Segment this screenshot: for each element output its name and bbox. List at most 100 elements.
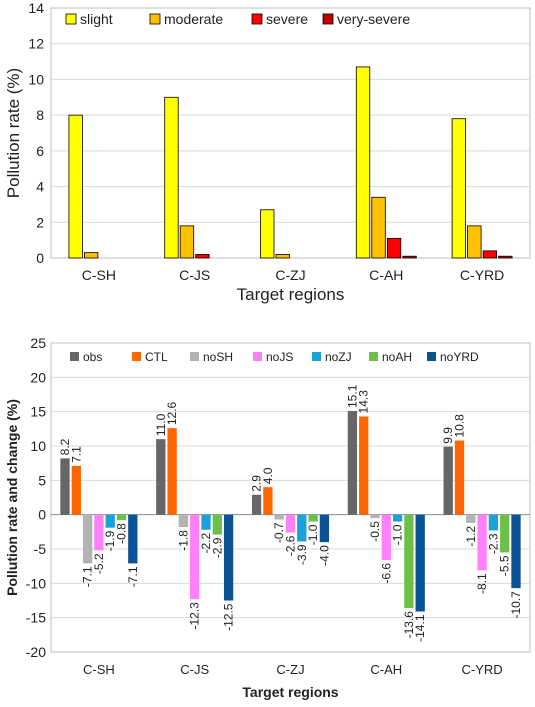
bar-severe-C-AH xyxy=(386,237,402,259)
y-tick-label: -15 xyxy=(26,610,46,626)
bar-noZJ-C-JS xyxy=(201,514,211,530)
data-label: -4.0 xyxy=(317,545,331,566)
y-tick-label: 20 xyxy=(30,369,46,385)
bar-noJS-C-ZJ xyxy=(285,514,296,533)
legend-label-noZJ: noZJ xyxy=(325,350,352,364)
bar-slight-C-YRD xyxy=(451,118,467,259)
bar-noAH-C-ZJ xyxy=(308,514,318,522)
data-label: -1.0 xyxy=(306,524,320,545)
bar-noZJ-C-AH xyxy=(392,514,403,522)
bar-noYRD-C-YRD xyxy=(511,514,521,589)
y-tick-label: 0 xyxy=(38,507,46,523)
x-tick-label: C-ZJ xyxy=(275,267,305,283)
y-tick-label: 14 xyxy=(28,0,44,16)
data-label: 10.8 xyxy=(453,414,467,438)
data-label: 12.6 xyxy=(165,401,179,425)
x-tick-label: C-YRD xyxy=(460,267,504,283)
data-label: -1.0 xyxy=(391,524,405,545)
legend-swatch-noYRD xyxy=(427,352,436,361)
bar-noAH-C-JS xyxy=(212,514,222,535)
bar-moderate-C-ZJ xyxy=(275,254,290,259)
legend-swatch-CTL xyxy=(132,352,141,361)
bar-noSH-C-ZJ xyxy=(274,514,284,520)
plot-area xyxy=(50,7,531,259)
bar-moderate-C-JS xyxy=(179,225,195,259)
bar-noSH-C-JS xyxy=(178,514,189,528)
bar-severe-C-JS xyxy=(195,254,210,259)
bar-CTL-C-AH xyxy=(359,416,369,515)
bar-noSH-C-SH xyxy=(82,514,93,564)
y-axis-title: Pollution rate (%) xyxy=(4,68,23,198)
data-label: -14.1 xyxy=(413,614,427,642)
y-tick-label: 5 xyxy=(38,472,46,488)
bar-noSH-C-YRD xyxy=(466,514,476,523)
legend-swatch-noAH xyxy=(369,352,378,361)
bar-noAH-C-AH xyxy=(404,514,414,609)
legend-label-severe: severe xyxy=(266,11,308,27)
bar-noJS-C-AH xyxy=(381,514,391,560)
data-label: -0.8 xyxy=(115,523,129,544)
bar-slight-C-ZJ xyxy=(260,209,275,259)
legend-swatch-noZJ xyxy=(312,352,321,361)
data-label: -2.2 xyxy=(199,532,213,553)
bar-very-severe-C-AH xyxy=(402,255,417,259)
legend-swatch-slight xyxy=(65,13,77,25)
x-tick-label: C-SH xyxy=(82,267,116,283)
data-label: -13.6 xyxy=(402,611,416,639)
legend-swatch-noSH xyxy=(190,352,199,361)
bar-noZJ-C-ZJ xyxy=(297,514,307,542)
legend-swatch-noJS xyxy=(253,352,262,361)
data-label: 7.1 xyxy=(69,446,83,463)
bar-very-severe-C-YRD xyxy=(498,255,513,259)
legend-swatch-very-severe xyxy=(322,13,334,25)
data-label: -12.5 xyxy=(222,603,236,631)
legend-swatch-moderate xyxy=(149,13,161,25)
data-label: -2.9 xyxy=(210,537,224,558)
legend-label-noJS: noJS xyxy=(266,350,293,364)
legend-label-noSH: noSH xyxy=(203,350,233,364)
chart-pollution-rate: 0 2 4 6 8 10 12 14 C-SH C-JS C-ZJ C-AH C-YRD Target r… xyxy=(4,0,531,304)
legend-label-noAH: noAH xyxy=(382,350,412,364)
bar-noYRD-C-ZJ xyxy=(319,514,330,543)
x-axis-title: Target regions xyxy=(237,285,345,304)
data-label: -10.7 xyxy=(509,591,523,619)
chart-pollution-rate-change: -20-15-10-505101520258.27.1-7.1-5.2-1.9-… xyxy=(4,335,531,700)
x-tick-label: C-SH xyxy=(83,662,115,677)
y-tick-label: 4 xyxy=(36,179,44,195)
bar-moderate-C-AH xyxy=(371,196,386,259)
legend-label-slight: slight xyxy=(80,11,113,27)
data-label: 2.9 xyxy=(250,475,264,492)
data-label: -1.9 xyxy=(103,530,117,551)
data-label: -1.8 xyxy=(176,530,190,551)
data-label: -2.6 xyxy=(284,535,298,556)
bar-CTL-C-ZJ xyxy=(263,487,273,515)
bar-noJS-C-JS xyxy=(190,514,200,600)
bar-noZJ-C-YRD xyxy=(488,514,499,531)
bar-obs-C-JS xyxy=(156,439,166,515)
legend-label-very-severe: very-severe xyxy=(337,11,410,27)
data-label: -0.5 xyxy=(368,521,382,542)
bar-slight-C-JS xyxy=(164,96,179,259)
x-tick-label: C-YRD xyxy=(462,662,503,677)
y-tick-label: 0 xyxy=(36,250,44,266)
bar-obs-C-SH xyxy=(60,458,70,515)
data-label: -5.5 xyxy=(498,555,512,576)
y-tick-label: -20 xyxy=(26,644,46,660)
data-label: 9.9 xyxy=(441,427,455,444)
data-label: -12.3 xyxy=(188,602,202,630)
legend-label-obs: obs xyxy=(83,350,102,364)
y-tick-label: 25 xyxy=(30,335,46,351)
x-tick-label: C-JS xyxy=(180,662,209,677)
bar-obs-C-AH xyxy=(347,410,358,515)
data-label: -5.2 xyxy=(92,553,106,574)
data-label: -8.1 xyxy=(475,573,489,594)
bar-severe-C-YRD xyxy=(482,250,498,259)
x-tick-label: C-AH xyxy=(370,662,402,677)
bar-obs-C-YRD xyxy=(443,446,453,515)
bar-noYRD-C-SH xyxy=(128,514,138,564)
y-tick-label: 15 xyxy=(30,404,46,420)
bar-noJS-C-SH xyxy=(94,514,104,551)
x-tick-label: C-ZJ xyxy=(276,662,304,677)
data-label: -7.1 xyxy=(81,566,95,587)
